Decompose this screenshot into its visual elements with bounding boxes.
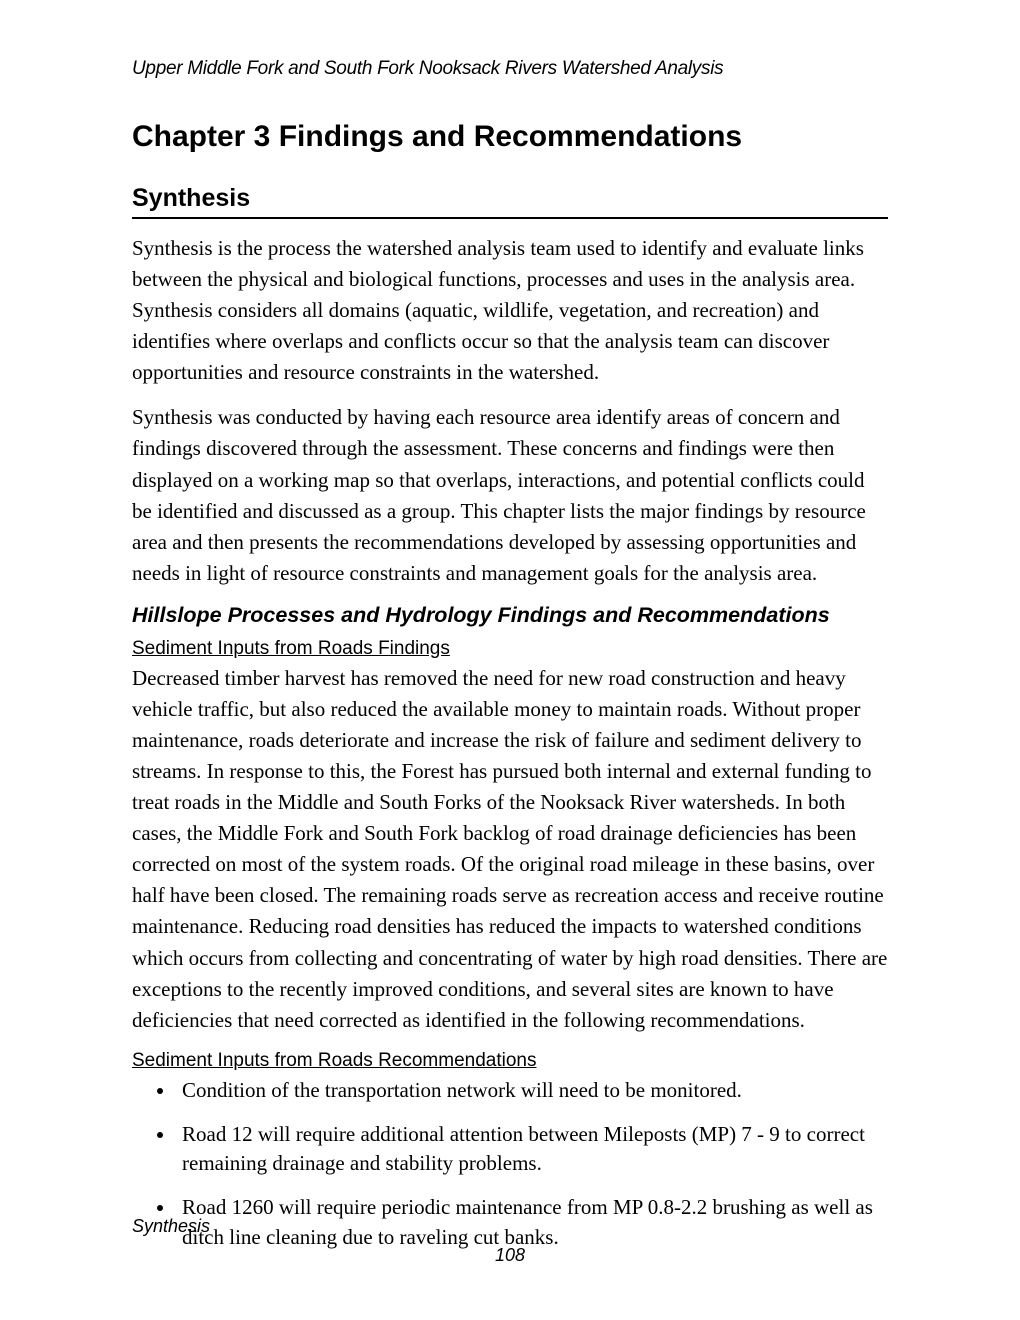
list-item: Road 12 will require additional attentio…	[176, 1120, 888, 1180]
page-number: 108	[132, 1245, 888, 1266]
section-rule	[132, 217, 888, 219]
list-item: Condition of the transportation network …	[176, 1076, 888, 1106]
subsection-title: Hillslope Processes and Hydrology Findin…	[132, 603, 888, 628]
page-footer: Synthesis 108	[132, 1216, 888, 1266]
recommendations-heading: Sediment Inputs from Roads Recommendatio…	[132, 1050, 888, 1072]
chapter-title: Chapter 3 Findings and Recommendations	[132, 120, 888, 154]
findings-body: Decreased timber harvest has removed the…	[132, 663, 888, 1036]
footer-section-label: Synthesis	[132, 1216, 888, 1237]
synthesis-paragraph-1: Synthesis is the process the watershed a…	[132, 233, 888, 388]
findings-heading: Sediment Inputs from Roads Findings	[132, 638, 888, 660]
running-header: Upper Middle Fork and South Fork Nooksac…	[132, 58, 888, 80]
section-title: Synthesis	[132, 184, 888, 213]
synthesis-paragraph-2: Synthesis was conducted by having each r…	[132, 402, 888, 588]
